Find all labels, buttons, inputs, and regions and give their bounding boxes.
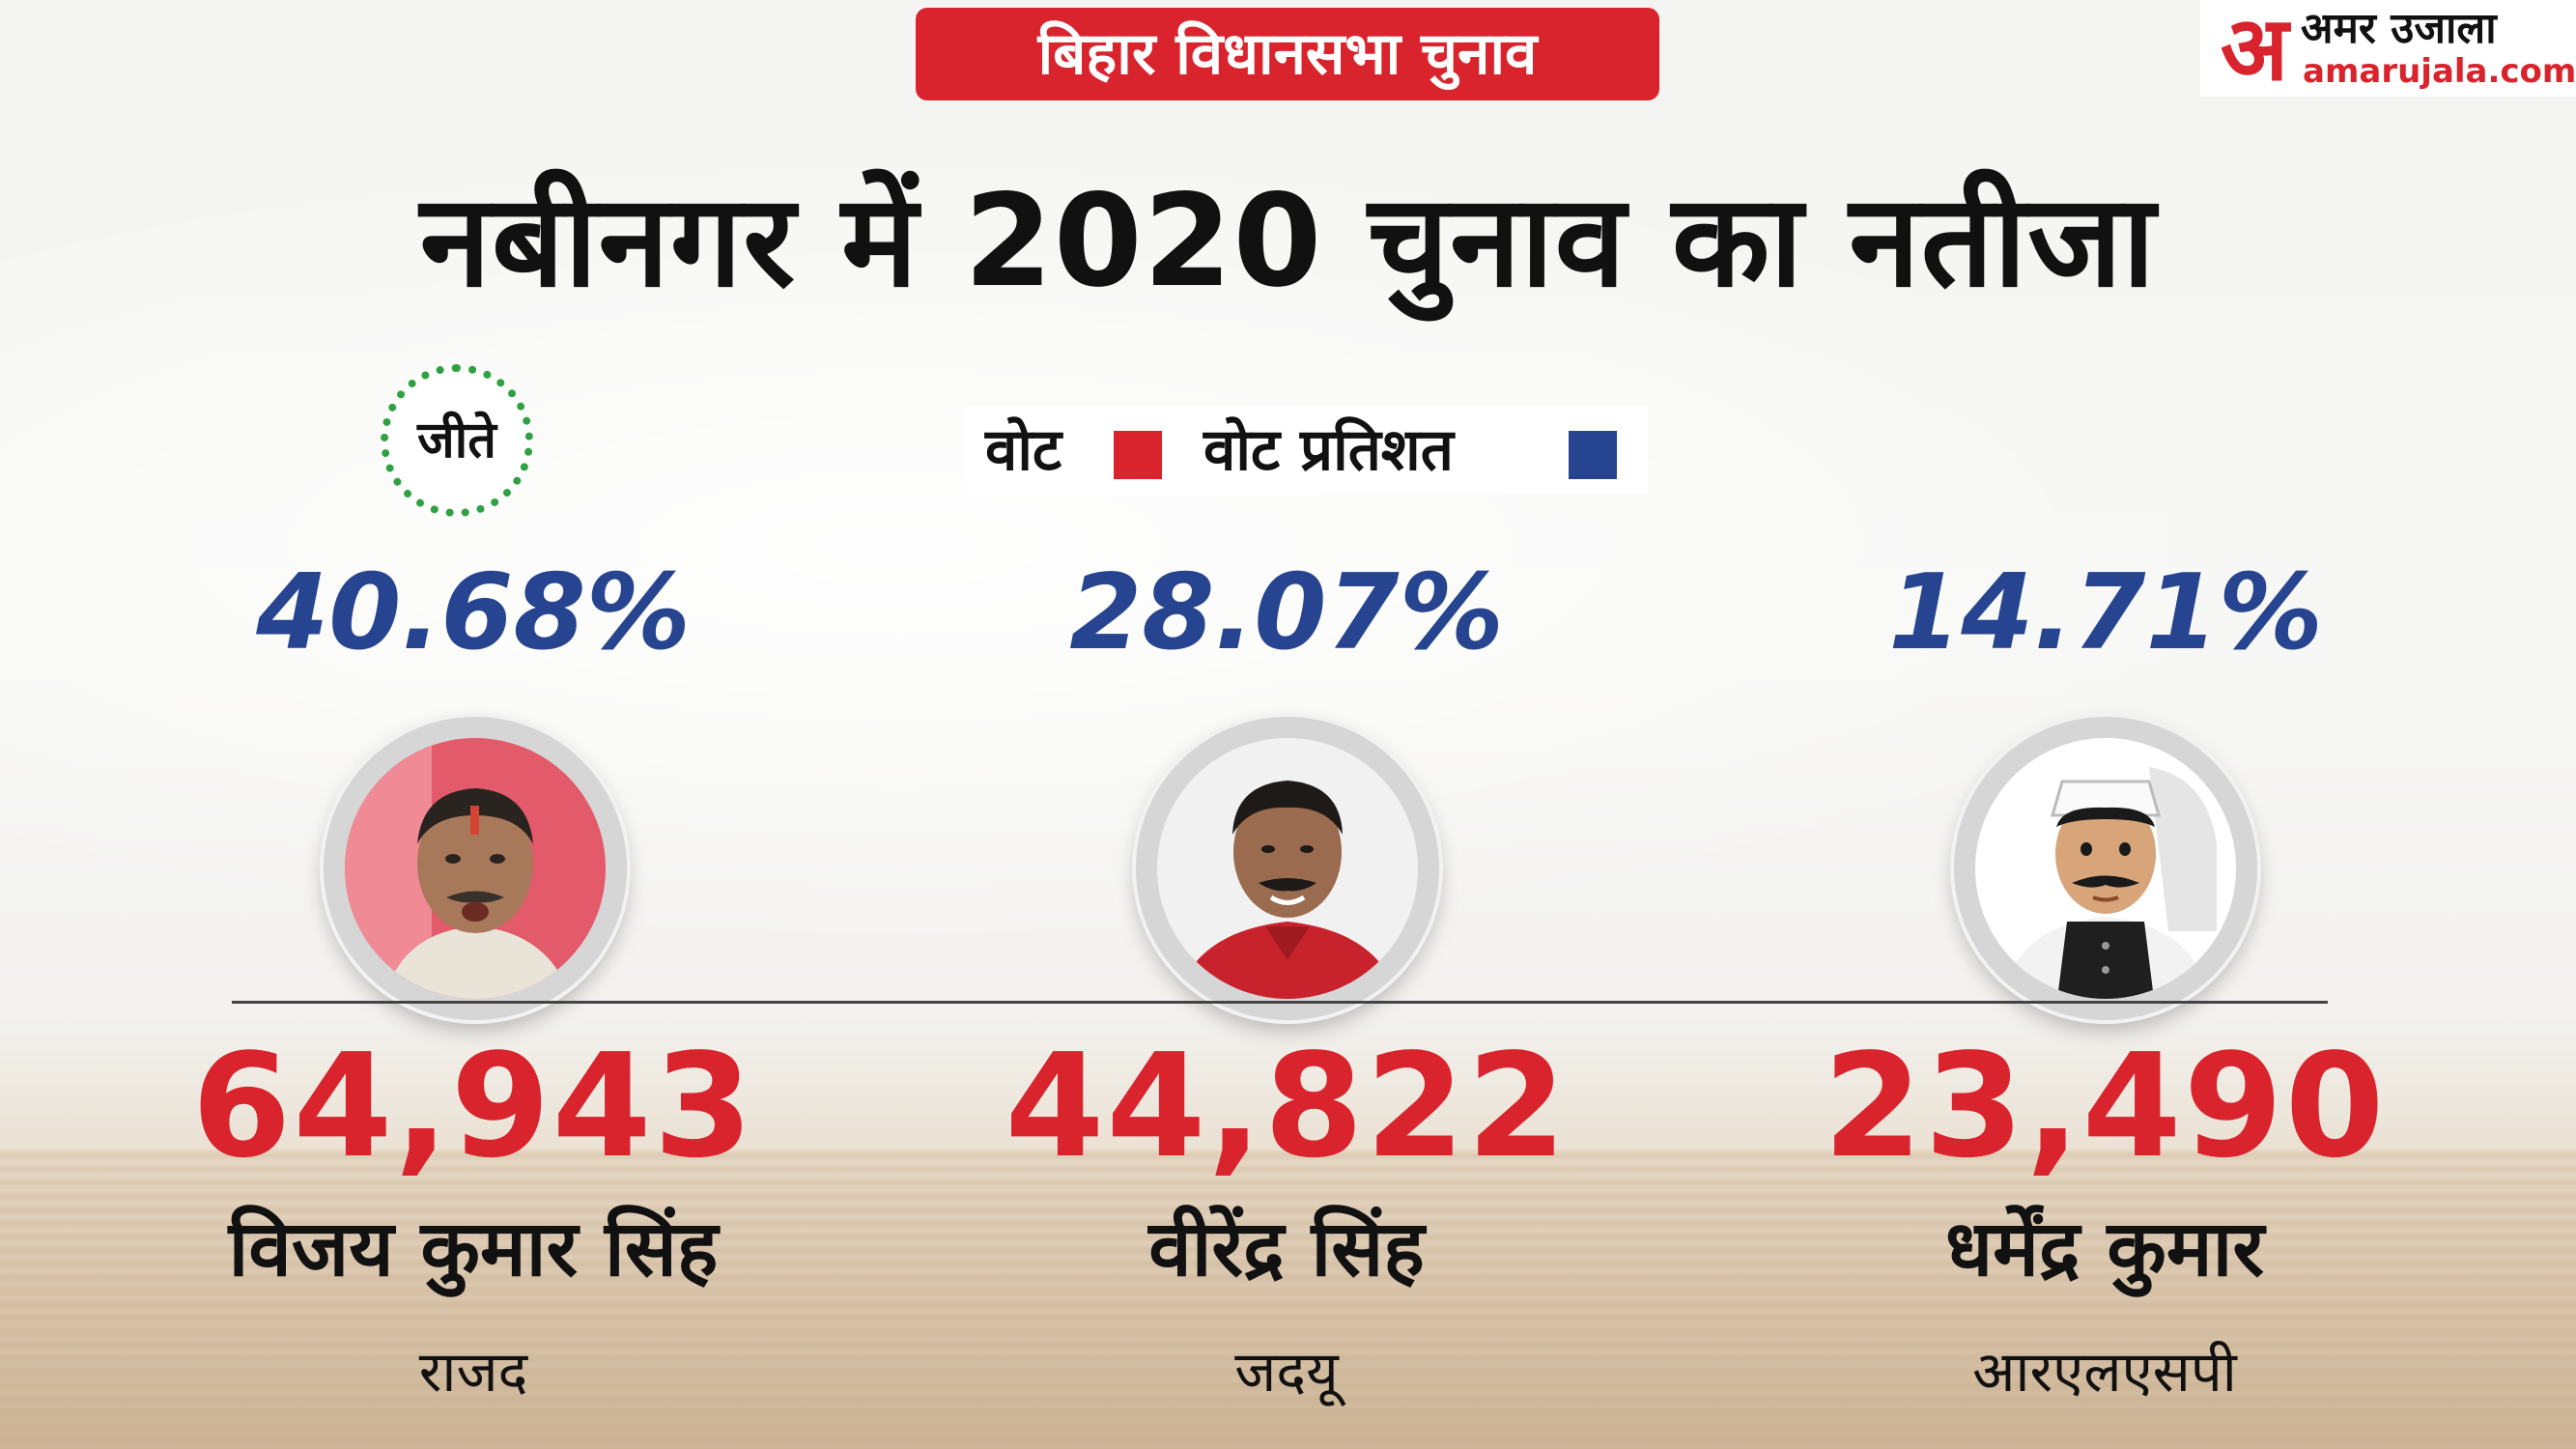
logo-hindi-text: अमर उजाला <box>2301 4 2497 53</box>
candidate-2-party: जदयू <box>1234 1339 1339 1405</box>
candidate-3-name: धर्मेंद्र कुमार <box>1944 1204 2265 1293</box>
winner-badge: जीते <box>381 364 533 517</box>
divider-line <box>232 1001 2328 1004</box>
candidate-1-photo <box>324 717 627 1020</box>
candidate-2-percent: 28.07% <box>1069 553 1504 673</box>
candidate-1-votes: 64,943 <box>191 1023 755 1189</box>
candidate-2-votes: 44,822 <box>1005 1023 1569 1189</box>
candidate-1-party: राजद <box>418 1339 528 1405</box>
logo-english-text: amarujala.com <box>2303 52 2576 91</box>
logo-mark-icon: अ <box>2220 0 2289 100</box>
legend-percent-label: वोट प्रतिशत <box>1203 416 1454 484</box>
candidate-3-photo <box>1954 717 2257 1020</box>
candidate-2-photo <box>1136 717 1439 1020</box>
brand-logo: अ अमर उजाला amarujala.com <box>2200 0 2576 97</box>
page-title: नबीनगर में 2020 चुनाव का नतीजा <box>419 167 2157 316</box>
legend-percent-swatch <box>1569 431 1617 479</box>
candidate-3-votes: 23,490 <box>1823 1023 2387 1189</box>
legend-votes-label: वोट <box>985 416 1062 484</box>
candidate-3-avatar-icon <box>1975 738 2236 999</box>
candidate-1-portrait-icon <box>345 738 606 999</box>
legend: वोट वोट प्रतिशत <box>964 406 1648 495</box>
candidate-3-percent: 14.71% <box>1888 553 2323 673</box>
candidate-2-name: वीरेंद्र सिंह <box>1148 1204 1425 1293</box>
header-banner: बिहार विधानसभा चुनाव <box>916 8 1659 100</box>
wood-background <box>0 1150 2576 1449</box>
candidate-1-percent: 40.68% <box>256 553 691 673</box>
candidate-1-name: विजय कुमार सिंह <box>228 1204 719 1293</box>
candidate-2-portrait-icon <box>1157 738 1418 999</box>
legend-votes-swatch <box>1114 431 1162 479</box>
candidate-3-party: आरएलएसपी <box>1972 1339 2237 1405</box>
